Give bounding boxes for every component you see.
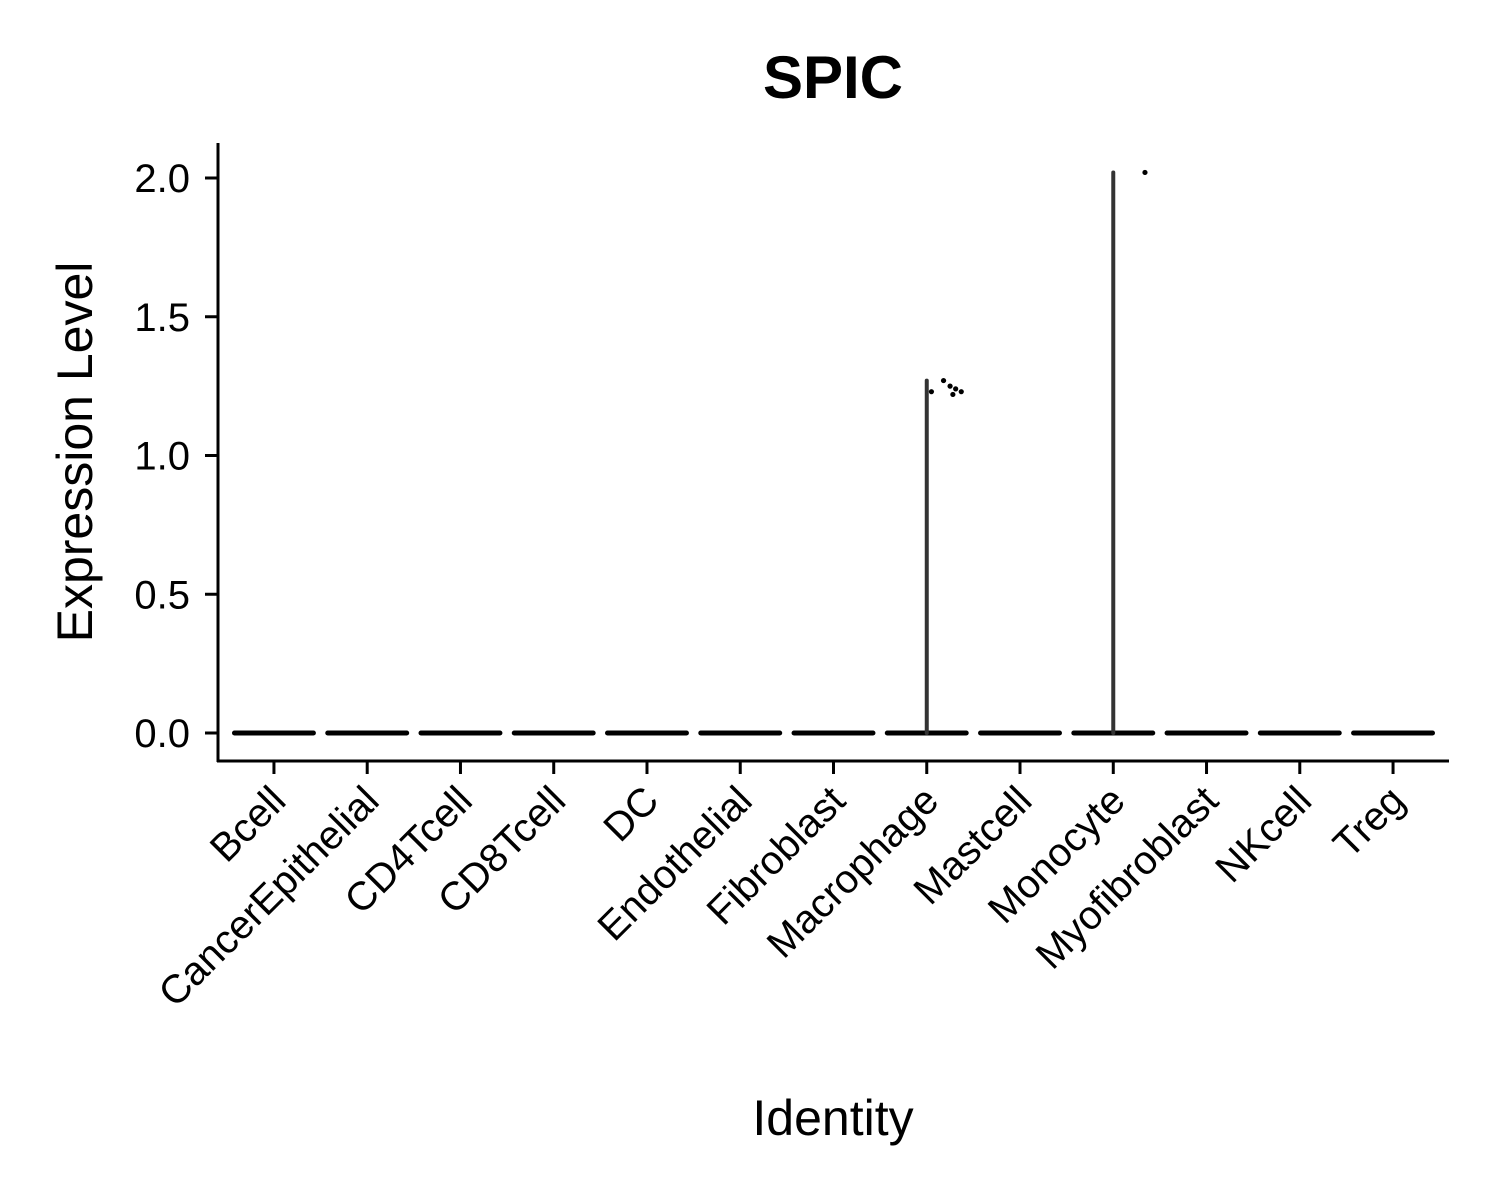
violin-base: [791, 730, 876, 736]
x-tick-label: NKcell: [1207, 778, 1320, 891]
violin-base: [325, 730, 410, 736]
y-tick-label: 1.5: [134, 296, 190, 340]
x-tick-label: DC: [595, 778, 667, 850]
violin-base: [1164, 730, 1249, 736]
x-tick-label: Treg: [1325, 778, 1413, 866]
violin-base: [511, 730, 596, 736]
data-point: [950, 391, 956, 398]
violin-base: [605, 730, 689, 736]
data-point: [947, 383, 953, 389]
violin-base: [978, 730, 1062, 736]
data-point: [1142, 169, 1148, 176]
y-axis-ticks: 0.0 0.5 1.0 1.5 2.0: [134, 157, 218, 756]
violin-base: [698, 730, 783, 736]
y-tick-label: 0.5: [134, 573, 190, 617]
y-tick-label: 2.0: [134, 157, 190, 201]
data-point: [953, 386, 959, 392]
y-axis-label: Expression Level: [47, 262, 103, 643]
data-point: [928, 389, 935, 395]
y-tick-label: 1.0: [134, 435, 190, 479]
violin-base: [418, 730, 503, 736]
plot-area: [231, 169, 1436, 736]
x-axis-label: Identity: [752, 1090, 913, 1146]
y-tick-label: 0.0: [134, 712, 190, 756]
chart-title: SPIC: [763, 44, 903, 111]
violin-base: [1351, 730, 1436, 736]
violin-base: [231, 730, 316, 736]
violin-base: [1257, 730, 1342, 736]
data-point: [958, 389, 964, 395]
data-point: [940, 377, 947, 384]
